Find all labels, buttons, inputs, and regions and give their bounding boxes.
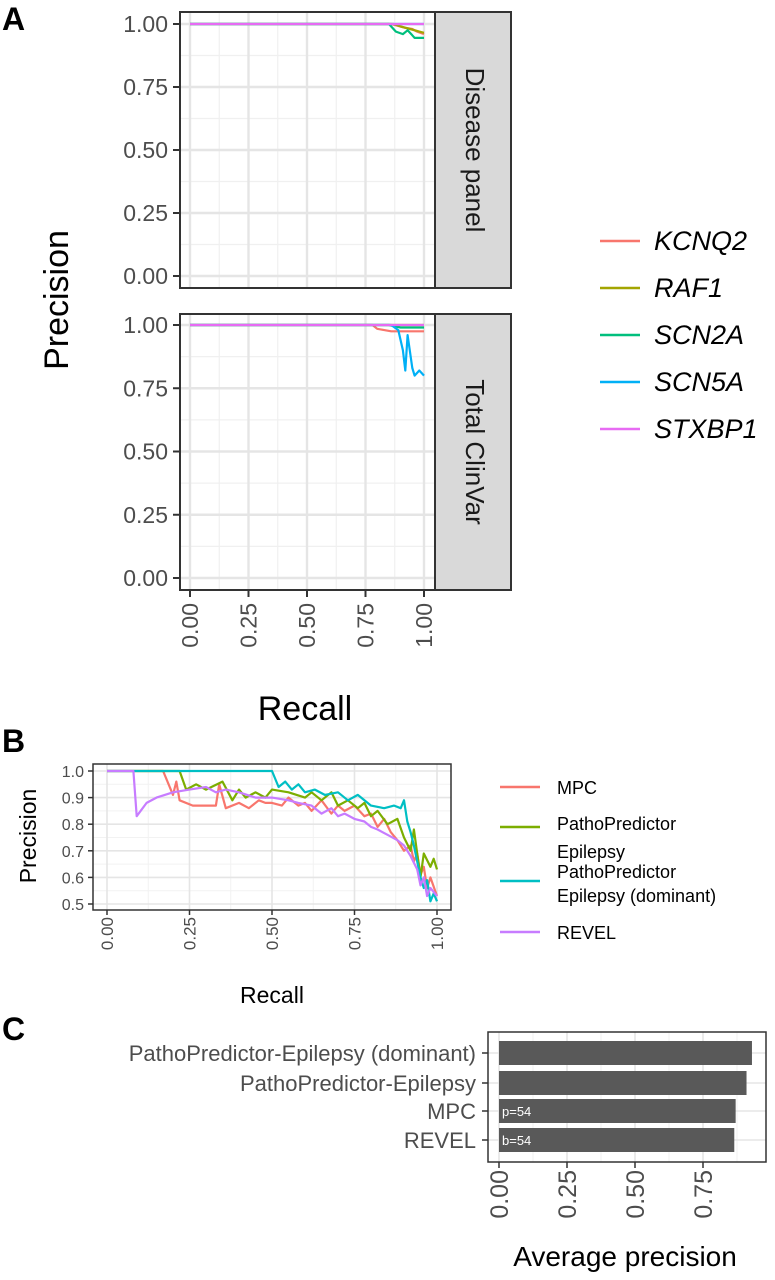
facet-strip (434, 313, 512, 591)
panel-label-a: A (2, 1, 25, 37)
x-tick-label: 0.25 (181, 917, 200, 950)
y-tick-label: 1.00 (123, 11, 168, 37)
category-label: MPC (427, 1099, 476, 1124)
x-tick-label: 0.75 (690, 1170, 718, 1219)
x-tick-label: 0.50 (622, 1170, 650, 1219)
legend-label: MPC (557, 778, 597, 798)
legend-item: PathoPredictor Epilepsy (dominant) (500, 862, 716, 906)
bar (499, 1128, 735, 1152)
y-tick-label: 0.75 (123, 375, 168, 401)
plot-border (487, 1031, 767, 1163)
bar-label: p=54 (502, 1104, 531, 1119)
x-tick-label: 1.00 (428, 917, 447, 950)
y-tick-label: 0.00 (123, 565, 168, 591)
panel-label-c: C (2, 1011, 25, 1047)
x-axis-label: Recall (240, 982, 304, 1008)
x-tick-label: 0.00 (486, 1170, 514, 1219)
x-axis-label: Average precision (513, 1241, 737, 1272)
legend-label: REVEL (557, 923, 616, 943)
x-tick-label: 0.75 (346, 917, 365, 950)
panel-b: 0.00 0.25 0.50 0.75 1.00 0.5 0.6 0.7 0.8 0.9 1.0 Re… (15, 763, 716, 1008)
facet-0: 0.00 0.25 0.50 0.75 1.00 Disease panel (123, 11, 512, 289)
y-tick-label: 1.0 (62, 764, 84, 781)
y-tick-label: 1.00 (123, 312, 168, 338)
bar-label: b=54 (502, 1133, 531, 1148)
y-tick-label: 0.50 (123, 439, 168, 465)
series-line-2 (107, 769, 439, 903)
x-axis-label: Recall (258, 690, 352, 728)
y-tick-label: 0.00 (123, 263, 168, 289)
x-tick-label: 0.75 (353, 603, 379, 648)
panel-c: 0.00 0.25 0.50 0.75 PathoPredictor-Epilepsy … (129, 1031, 767, 1272)
category-label: REVEL (404, 1128, 476, 1153)
legend-item: PathoPredictor Epilepsy (500, 814, 676, 862)
facet-1: 0.00 0.25 0.50 0.75 1.00 Total ClinVar (123, 312, 512, 591)
category-label: PathoPredictor-Epilepsy (240, 1071, 476, 1096)
x-tick-label: 0.25 (236, 603, 262, 648)
series-line-0 (107, 769, 439, 897)
y-axis-label: Precision (15, 789, 41, 884)
x-tick-label: 1.00 (411, 603, 437, 648)
legend-item: RAF1 (600, 273, 723, 303)
legend-label: STXBP1 (654, 414, 758, 444)
series-line-scn2a (190, 22, 424, 40)
bar (499, 1071, 747, 1095)
legend-label: SCN2A (654, 320, 744, 350)
legend-item: KCNQ2 (600, 226, 747, 256)
bar (499, 1041, 752, 1065)
legend-item: STXBP1 (600, 414, 758, 444)
plot-border (92, 763, 452, 911)
legend-item: REVEL (500, 923, 616, 943)
legend-item: MPC (500, 778, 597, 798)
panel-a: 0.00 0.25 0.50 0.75 1.00 Disease panel 0.00 0.2… (38, 11, 758, 728)
x-tick-label: 0.50 (294, 603, 320, 648)
legend-label: SCN5A (654, 367, 744, 397)
legend-label: KCNQ2 (654, 226, 747, 256)
facet-strip-label: Disease panel (460, 68, 490, 233)
legend-label: Epilepsy (557, 842, 625, 862)
x-tick-label: 0.00 (177, 603, 203, 648)
legend-label: RAF1 (654, 273, 723, 303)
x-tick-label: 0.25 (554, 1170, 582, 1219)
x-tick-label: 0.50 (263, 917, 282, 950)
category-label: PathoPredictor-Epilepsy (dominant) (129, 1041, 476, 1066)
y-tick-label: 0.25 (123, 502, 168, 528)
y-tick-label: 0.50 (123, 137, 168, 163)
legend-item: SCN5A (600, 367, 744, 397)
facet-strip (434, 11, 512, 289)
facet-strip-label: Total ClinVar (460, 379, 490, 525)
legend-label: Epilepsy (dominant) (557, 886, 716, 906)
y-tick-label: 0.5 (62, 897, 84, 914)
bar (499, 1099, 736, 1123)
x-tick-label: 0.00 (98, 917, 117, 950)
y-axis-label: Precision (38, 230, 76, 370)
series-line-3 (107, 769, 438, 898)
y-tick-label: 0.25 (123, 200, 168, 226)
y-tick-label: 0.6 (62, 870, 84, 887)
legend-item: SCN2A (600, 320, 744, 350)
series-line-scn5a (190, 323, 425, 377)
y-tick-label: 0.75 (123, 74, 168, 100)
panel-label-b: B (2, 723, 25, 759)
legend-label: PathoPredictor (557, 862, 676, 882)
y-tick-label: 0.9 (62, 791, 84, 808)
y-tick-label: 0.8 (62, 817, 84, 834)
legend-label: PathoPredictor (557, 814, 676, 834)
y-tick-label: 0.7 (62, 844, 84, 861)
